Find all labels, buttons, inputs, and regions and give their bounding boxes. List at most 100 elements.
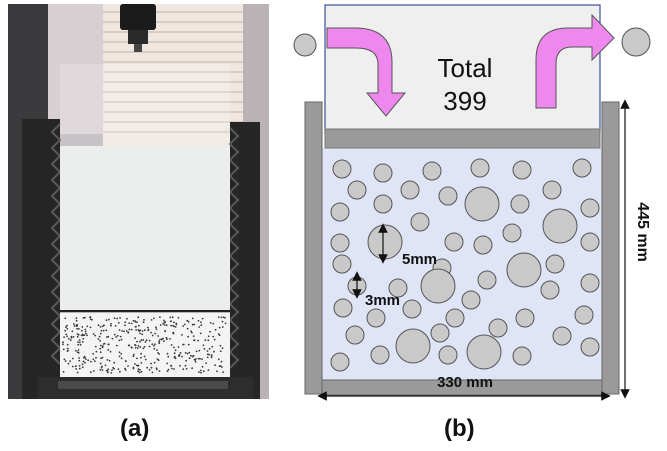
peg-dot: [78, 328, 80, 330]
particle: [488, 318, 508, 338]
outflow-arrow: [535, 13, 615, 109]
peg-dot: [137, 345, 140, 347]
peg-dot: [155, 368, 158, 371]
peg-dot: [92, 358, 95, 361]
peg-dot: [81, 341, 84, 343]
peg-dot: [86, 325, 89, 328]
peg-dot: [188, 351, 191, 354]
peg-dot: [75, 324, 78, 326]
peg-dot: [78, 367, 81, 370]
peg-dot: [107, 371, 109, 374]
peg-dot: [100, 344, 102, 347]
peg-dot: [222, 316, 225, 319]
width-label: 330 mm: [437, 374, 493, 391]
peg-dot: [166, 370, 169, 373]
particle: [470, 158, 490, 178]
peg-dot: [140, 362, 143, 364]
peg-dot: [206, 356, 209, 359]
particle: [542, 180, 562, 200]
peg-dot: [64, 360, 67, 362]
peg-dot: [154, 343, 156, 346]
peg-dot: [99, 325, 102, 328]
peg-dot: [157, 359, 160, 362]
peg-dot: [99, 369, 102, 371]
peg-dot: [153, 347, 156, 350]
right-frame: [228, 122, 260, 399]
peg-dot: [134, 363, 136, 365]
peg-dot: [159, 316, 161, 319]
peg-dot: [163, 321, 166, 324]
peg-dot: [142, 339, 145, 341]
peg-dot: [191, 331, 193, 334]
peg-dot: [173, 368, 175, 370]
peg-dot: [127, 331, 130, 334]
peg-dot: [177, 346, 180, 348]
peg-dot: [66, 347, 69, 350]
peg-dot: [187, 335, 190, 338]
particle: [515, 308, 535, 328]
peg-dot: [200, 371, 202, 374]
peg-dot: [66, 324, 68, 327]
peg-dot: [157, 335, 160, 337]
peg-dot: [69, 360, 71, 362]
peg-dot: [117, 322, 120, 324]
peg-dot: [220, 360, 223, 363]
peg-dot: [224, 322, 227, 325]
peg-dot: [102, 329, 105, 332]
peg-dot: [173, 321, 175, 324]
particle: [332, 254, 352, 274]
peg-dot: [217, 333, 220, 335]
peg-dot: [150, 331, 152, 334]
peg-dot: [144, 358, 147, 361]
peg-dot: [101, 369, 104, 371]
peg-dot: [143, 329, 146, 332]
particle: [370, 345, 390, 365]
peg-dot: [218, 365, 221, 368]
peg-dot: [83, 355, 86, 358]
peg-dot: [66, 350, 69, 352]
peg-dot: [110, 324, 112, 327]
peg-dot: [157, 352, 159, 354]
peg-dot: [195, 350, 198, 353]
peg-dot: [170, 320, 172, 323]
peg-dot: [179, 351, 182, 354]
peg-dot: [199, 332, 202, 335]
particle: [572, 158, 592, 178]
peg-dot: [184, 352, 187, 354]
peg-dot: [202, 344, 205, 347]
right-wall: [601, 101, 620, 395]
peg-dot: [163, 324, 166, 326]
peg-dot: [78, 359, 81, 362]
panel-b-diagram: Total 399 5mm 3mm 330 mm 445 mm: [293, 4, 651, 401]
particle: [345, 325, 365, 345]
peg-dot: [113, 367, 115, 370]
peg-dot: [136, 347, 139, 349]
peg-dot: [67, 362, 70, 365]
peg-dot: [134, 326, 137, 328]
peg-dot: [62, 348, 65, 351]
peg-dot: [82, 317, 85, 319]
peg-dot: [90, 371, 92, 374]
peg-dot: [77, 349, 80, 351]
peg-dot: [135, 364, 138, 367]
peg-dot: [110, 323, 112, 325]
peg-dot: [107, 335, 110, 338]
peg-dot: [75, 368, 77, 370]
peg-dot: [167, 368, 170, 371]
peg-dot: [76, 327, 78, 330]
peg-dot: [140, 356, 142, 359]
peg-dot: [139, 340, 141, 343]
peg-dot: [151, 371, 154, 374]
peg-dot: [148, 339, 151, 342]
peg-dot: [147, 328, 150, 331]
peg-dot: [216, 370, 218, 373]
peg-dot: [92, 352, 95, 355]
peg-dot: [154, 332, 157, 335]
peg-dot: [143, 355, 146, 358]
peg-dot: [224, 317, 226, 319]
peg-dot: [99, 339, 101, 342]
particle: [512, 346, 532, 366]
peg-dot: [166, 352, 169, 355]
peg-dot: [118, 339, 121, 342]
small-particle-label: 3mm: [365, 292, 400, 309]
